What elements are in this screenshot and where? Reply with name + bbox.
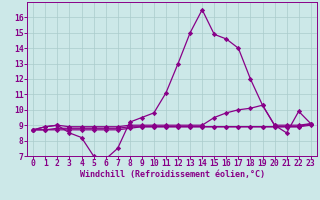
X-axis label: Windchill (Refroidissement éolien,°C): Windchill (Refroidissement éolien,°C) <box>79 170 265 179</box>
